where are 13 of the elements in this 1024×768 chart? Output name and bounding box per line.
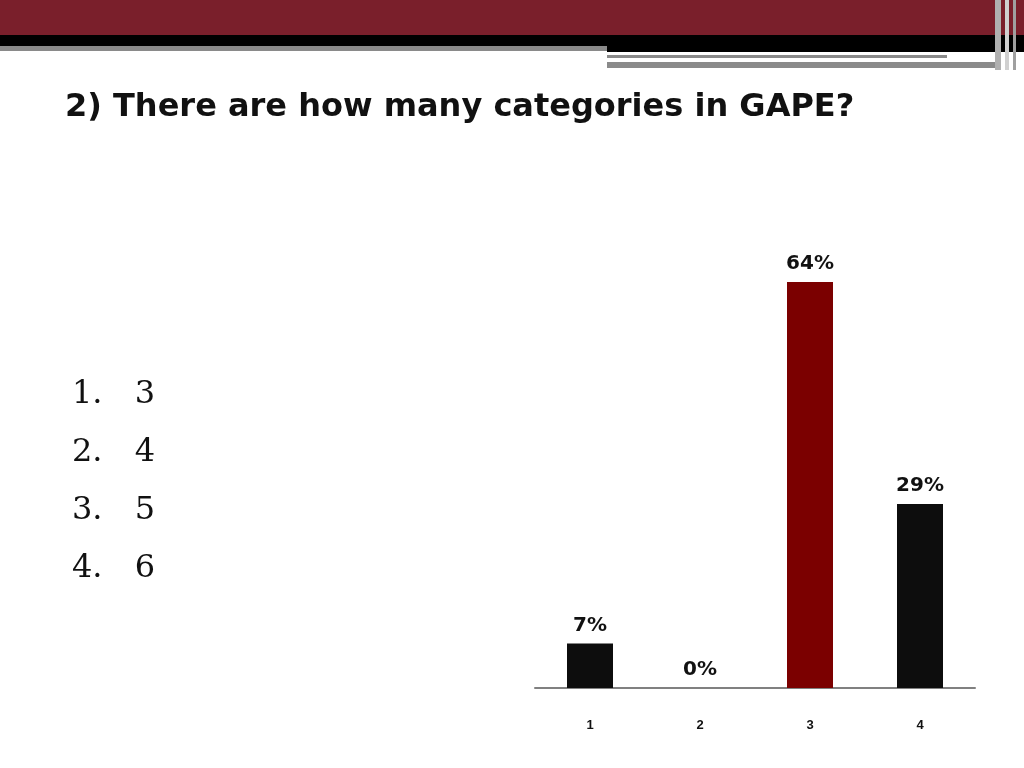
text: 3. 5	[72, 488, 156, 529]
chart-title: 2) There are how many categories in GAPE?	[65, 86, 855, 124]
x-tick-label: 2	[696, 717, 704, 732]
text: 4. 6	[72, 546, 156, 587]
data-label: 0%	[683, 656, 717, 680]
x-tick-label: 1	[586, 717, 594, 732]
data-label: 29%	[896, 472, 944, 497]
x-tick-label: 4	[916, 717, 925, 732]
data-label: 7%	[573, 611, 607, 636]
text: 2. 4	[72, 430, 156, 471]
x-tick-label: 3	[806, 717, 814, 732]
data-label: 64%	[786, 250, 834, 275]
text: 1. 3	[72, 372, 156, 413]
